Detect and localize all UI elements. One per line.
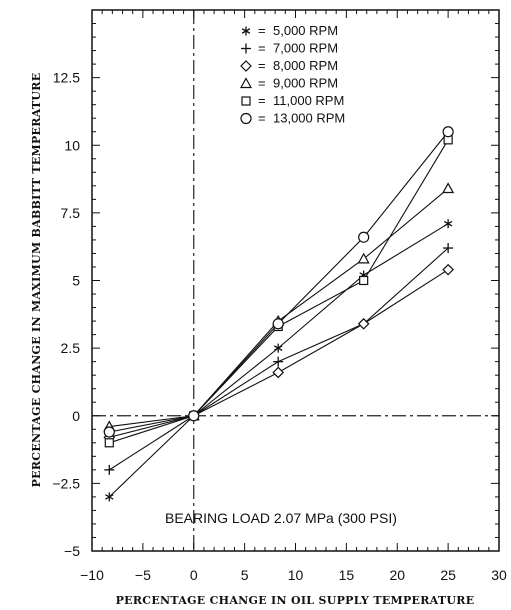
- data-point-circle: [188, 410, 200, 422]
- data-point-asterisk: [105, 492, 114, 502]
- legend-equals: =: [258, 41, 266, 56]
- x-tick-label: 30: [491, 567, 507, 583]
- legend-item: = 9,000 RPM: [239, 76, 338, 91]
- legend-item: = 7,000 RPM: [241, 41, 338, 56]
- legend-label: 13,000 RPM: [273, 111, 345, 126]
- x-tick-label: 20: [389, 567, 405, 583]
- legend-item: = 13,000 RPM: [240, 111, 345, 126]
- legend-item: = 11,000 RPM: [241, 93, 344, 108]
- series-13000rpm-rpm: [103, 126, 454, 438]
- x-axis-title: PERCENTAGE CHANGE IN OIL SUPPLY TEMPERAT…: [116, 594, 475, 607]
- data-point-diamond: [272, 366, 285, 379]
- legend-item: = 5,000 RPM: [241, 23, 338, 38]
- data-point-plus: [443, 243, 454, 254]
- x-tick-label: 10: [288, 567, 304, 583]
- x-tick-labels: −10 −5 0 5 10 15 20 25 30: [80, 567, 507, 583]
- x-tick-label: 25: [440, 567, 456, 583]
- y-tick-labels: −5 −2.5 0 2.5 5 7.5 10 12.5: [52, 70, 80, 559]
- y-tick-label: 12.5: [53, 70, 80, 86]
- asterisk-stroke: [241, 28, 251, 34]
- legend-label: 5,000 RPM: [273, 23, 338, 38]
- series-layer: [103, 126, 455, 502]
- data-point-plus: [273, 356, 284, 367]
- legend-marker-plus: [241, 43, 251, 54]
- legend-marker-square: [241, 96, 251, 106]
- legend-label: 7,000 RPM: [273, 41, 338, 56]
- data-point-square: [104, 438, 114, 448]
- legend-marker-circle: [240, 112, 252, 125]
- legend-label: 9,000 RPM: [273, 76, 338, 91]
- legend-equals: =: [258, 23, 266, 38]
- data-point-circle: [442, 126, 454, 138]
- legend-equals: =: [258, 58, 266, 73]
- asterisk-stroke: [443, 220, 453, 227]
- x-tick-label: −5: [135, 567, 151, 583]
- legend-marker-asterisk: [241, 26, 251, 36]
- data-point-square: [359, 275, 369, 286]
- data-point-diamond: [357, 317, 370, 330]
- data-point-triangle: [442, 182, 455, 194]
- legend: = 5,000 RPM = 7,000 RPM = 8,000 RPM = 9,000 RPM…: [239, 23, 345, 126]
- series-line: [109, 139, 449, 444]
- legend-label: 8,000 RPM: [273, 58, 338, 73]
- y-axis-title: PERCENTAGE CHANGE IN MAXIMUM BABBITT TEM…: [30, 73, 43, 488]
- series-7000rpm-rpm: [104, 243, 454, 475]
- axis-ticks: [91, 9, 500, 552]
- data-point-circle: [103, 426, 115, 438]
- data-point-diamond: [442, 263, 454, 276]
- asterisk-stroke: [273, 345, 283, 351]
- y-tick-label: −5: [64, 543, 80, 559]
- y-tick-label: 2.5: [61, 340, 81, 356]
- x-tick-label: 15: [339, 567, 355, 583]
- legend-item: = 8,000 RPM: [240, 58, 338, 73]
- data-point-triangle: [357, 252, 370, 264]
- data-point-circle: [358, 231, 370, 243]
- series-line: [109, 131, 449, 433]
- legend-equals: =: [258, 93, 266, 108]
- x-tick-label: 0: [190, 567, 198, 583]
- x-tick-label: 5: [241, 567, 249, 583]
- annotation-bearing-load: BEARING LOAD 2.07 MPa (300 PSI): [165, 510, 397, 526]
- asterisk-stroke: [105, 494, 114, 500]
- y-tick-label: 5: [72, 273, 80, 289]
- legend-marker-triangle: [239, 77, 253, 89]
- data-point-asterisk: [443, 219, 453, 229]
- series-line: [109, 269, 449, 438]
- series-9000rpm-rpm: [103, 182, 455, 432]
- data-point-plus: [104, 464, 115, 475]
- plot-frame: [91, 9, 500, 552]
- legend-marker-diamond: [240, 60, 252, 72]
- y-tick-label: 0: [72, 408, 80, 424]
- y-tick-label: 7.5: [61, 205, 81, 221]
- legend-equals: =: [258, 111, 266, 126]
- legend-label: 11,000 RPM: [273, 93, 344, 108]
- x-tick-label: −10: [80, 567, 104, 583]
- data-point-circle: [272, 318, 284, 330]
- y-tick-label: −2.5: [52, 475, 80, 491]
- legend-equals: =: [258, 76, 266, 91]
- data-point-asterisk: [273, 343, 283, 353]
- y-tick-label: 10: [64, 137, 80, 153]
- reference-lines: [92, 10, 499, 551]
